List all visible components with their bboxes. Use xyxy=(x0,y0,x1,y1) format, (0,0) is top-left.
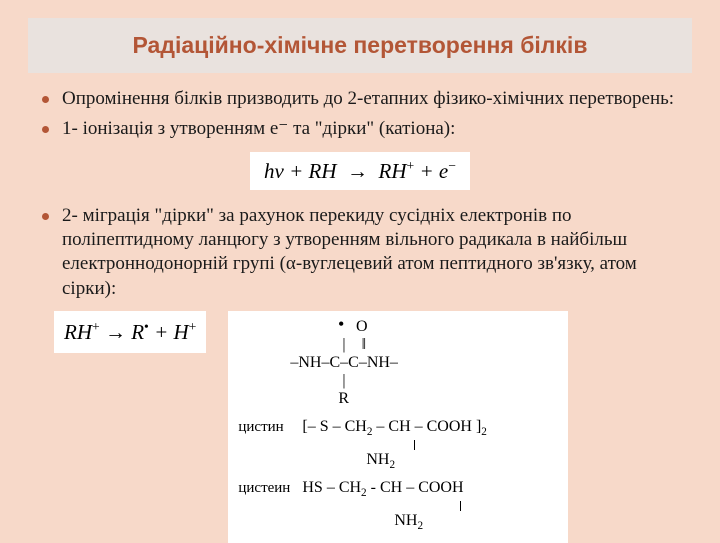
body-list: Опромінення білків призводить до 2-етапн… xyxy=(32,87,688,142)
peptide-line-5: R xyxy=(238,391,558,407)
chemistry-panel: • O | ‖ –NH–C–C–NH– | R цистин [– S – CH… xyxy=(228,311,568,543)
cysteine-formula: HS – CH2 - CH – COOH xyxy=(302,479,463,496)
peptide-line-1: • O xyxy=(238,319,558,335)
cysteine-label: цистеин xyxy=(238,481,298,496)
peptide-line-4: | xyxy=(238,373,558,389)
cystine-row: цистин [– S – CH2 – CH – COOH ]2 xyxy=(238,419,558,438)
equation-2: RH+ → R• + H+ xyxy=(54,311,206,353)
cysteine-bond-line xyxy=(460,501,558,511)
cystine-label: цистин xyxy=(238,420,298,435)
equation-1-row: hν + RH → RH+ + e− xyxy=(24,152,696,190)
peptide-line-3: –NH–C–C–NH– xyxy=(238,355,558,371)
cystine-formula: [– S – CH2 – CH – COOH ]2 xyxy=(302,418,487,435)
slide-title: Радіаційно-хімічне перетворення білків xyxy=(46,32,674,59)
slide: Радіаційно-хімічне перетворення білків О… xyxy=(0,0,720,540)
equation-2-row: RH+ → R• + H+ • O | ‖ –NH–C–C–NH– | R xyxy=(54,311,696,543)
cysteine-nh2: NH2 xyxy=(238,513,558,532)
peptide-line-2: | ‖ xyxy=(238,337,558,353)
cystine-bond-line xyxy=(414,440,558,450)
body-list-2: 2- міграція "дірки" за рахунок перекиду … xyxy=(32,204,688,301)
bullet-1: Опромінення білків призводить до 2-етапн… xyxy=(32,87,688,111)
cysteine-row: цистеин HS – CH2 - CH – COOH xyxy=(238,480,558,499)
bullet-2: 1- іонізація з утворенням е⁻ та "дірки" … xyxy=(32,117,688,141)
cystine-nh2: NH2 xyxy=(238,452,558,471)
bullet-3: 2- міграція "дірки" за рахунок перекиду … xyxy=(32,204,688,301)
equation-1: hν + RH → RH+ + e− xyxy=(250,152,470,190)
title-band: Радіаційно-хімічне перетворення білків xyxy=(28,18,692,73)
